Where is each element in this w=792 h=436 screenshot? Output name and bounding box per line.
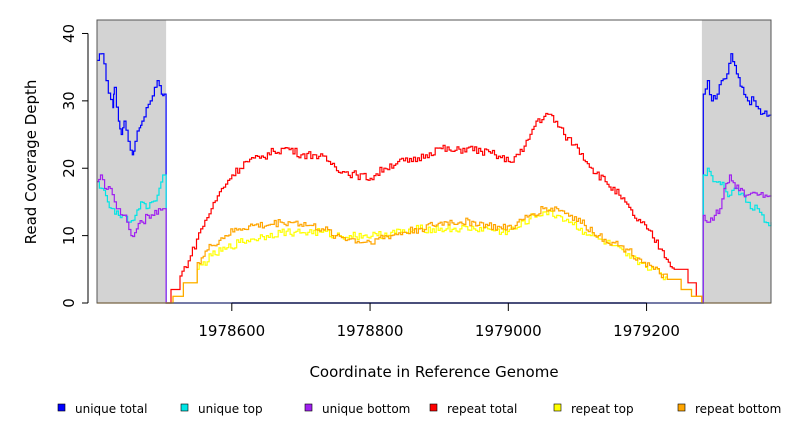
y-tick-label: 10	[60, 226, 78, 245]
x-tick-label: 1979000	[475, 322, 542, 340]
shaded-region-2	[701, 20, 771, 303]
y-tick-label: 30	[60, 91, 78, 110]
legend-label-unique-bottom: unique bottom	[322, 402, 410, 416]
shaded-region-1	[97, 20, 167, 303]
series-line-unique-total	[97, 53, 772, 304]
legend-swatch-unique-top	[180, 403, 189, 412]
y-tick-label: 40	[60, 24, 78, 43]
series-line-repeat-total	[166, 112, 703, 304]
legend-label-repeat-bottom: repeat bottom	[695, 402, 781, 416]
legend-swatch-repeat-total	[429, 403, 438, 412]
series-line-repeat-bottom	[97, 206, 771, 304]
y-axis-label: Read Coverage Depth	[22, 80, 40, 245]
legend-label-repeat-top: repeat top	[571, 402, 634, 416]
x-tick-label: 1979200	[613, 322, 680, 340]
x-tick-label: 1978800	[337, 322, 404, 340]
legend-swatch-repeat-top	[553, 403, 562, 412]
legend-swatch-unique-bottom	[304, 403, 313, 412]
series-line-repeat-top	[166, 209, 703, 304]
legend-label-unique-top: unique top	[198, 402, 263, 416]
plot-border	[96, 19, 772, 304]
y-tick-label: 0	[60, 298, 78, 308]
y-tick-label: 20	[60, 159, 78, 178]
legend-swatch-repeat-bottom	[677, 403, 686, 412]
legend-label-unique-total: unique total	[75, 402, 147, 416]
x-tick-label: 1978600	[198, 322, 265, 340]
x-axis-label: Coordinate in Reference Genome	[309, 363, 558, 381]
legend-label-repeat-total: repeat total	[447, 402, 517, 416]
legend-swatch-unique-total	[57, 403, 66, 412]
